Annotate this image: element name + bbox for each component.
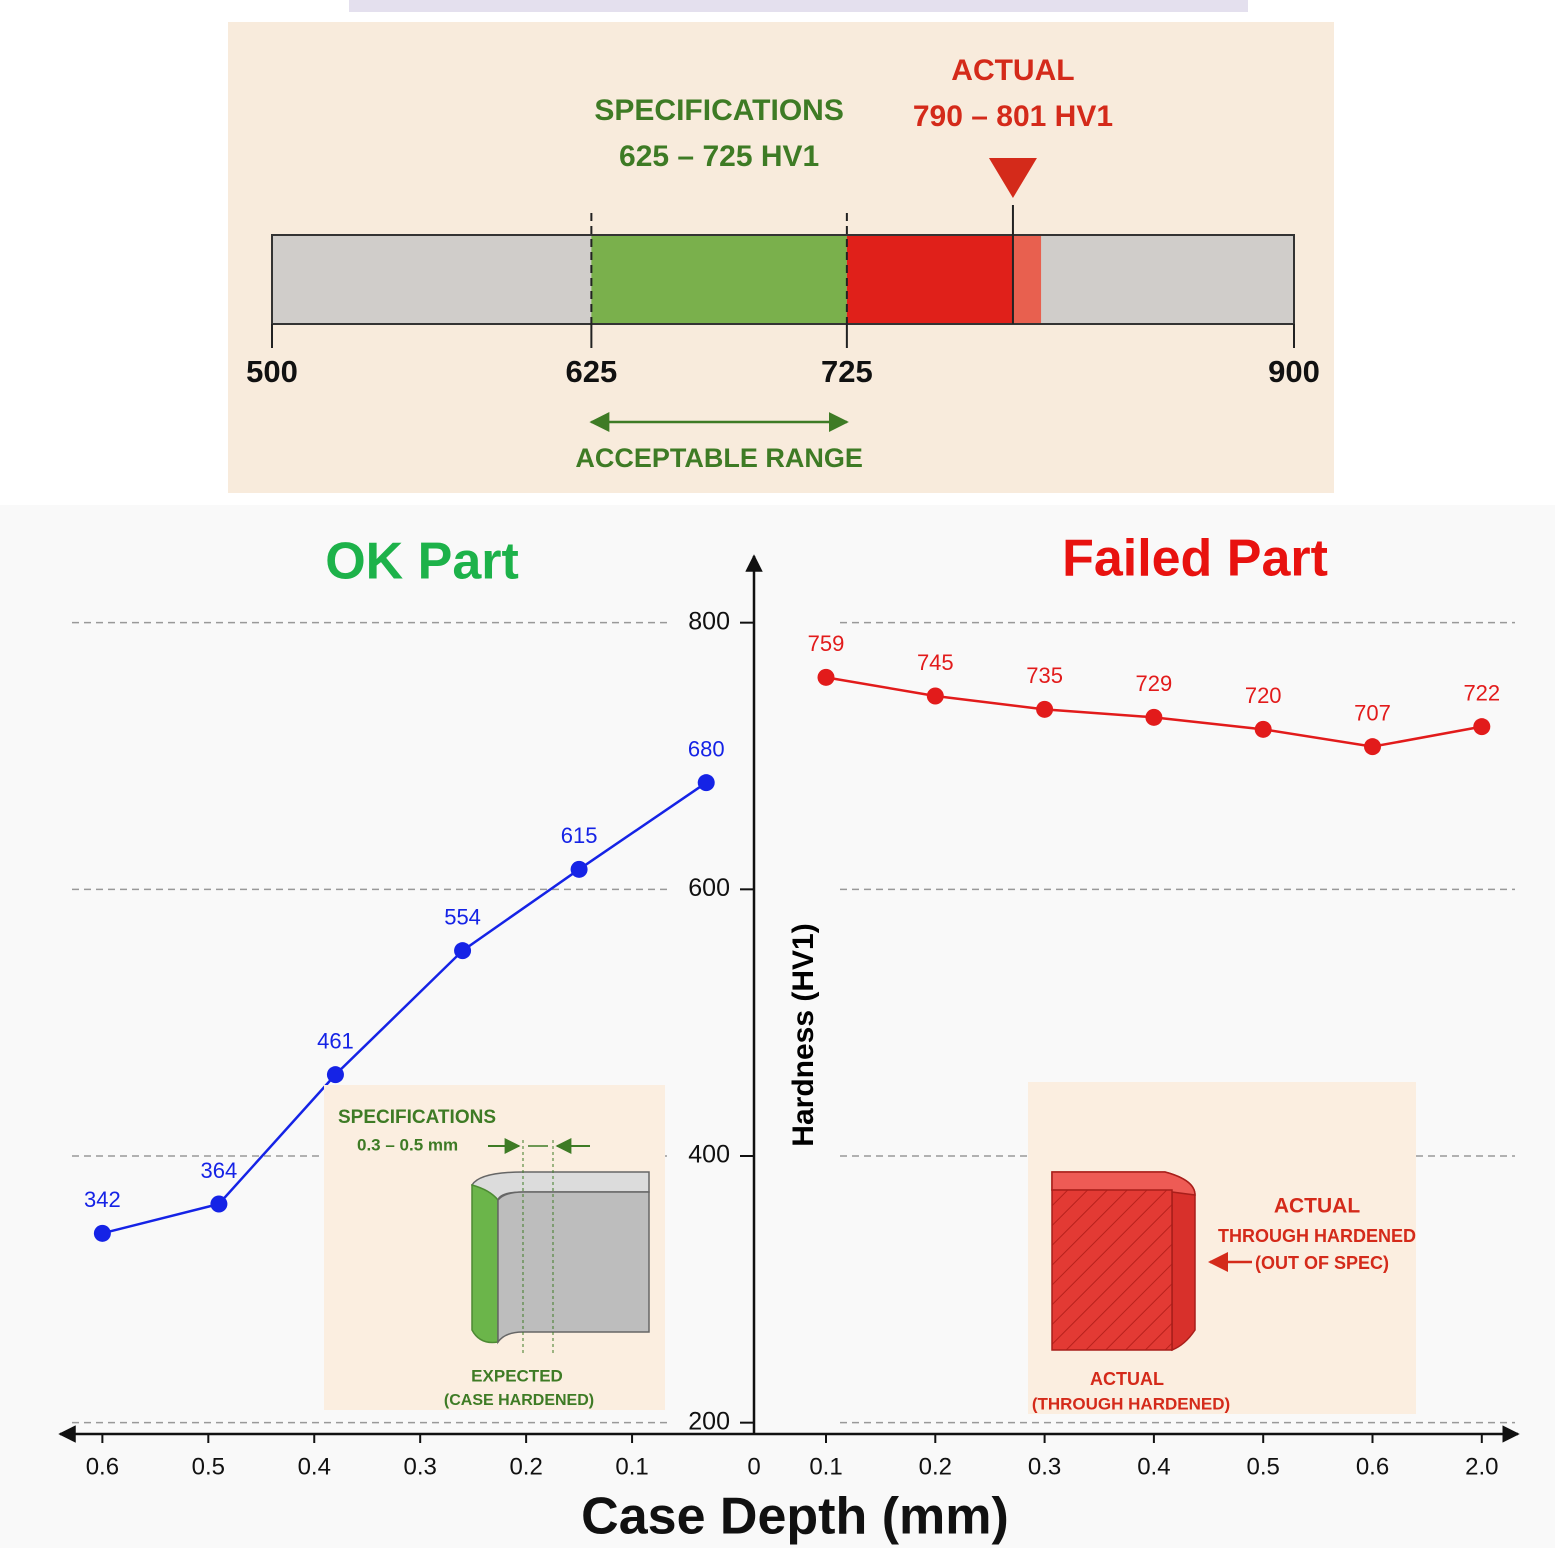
x-tick-label: 0.5 bbox=[192, 1453, 225, 1480]
data-point bbox=[454, 942, 472, 960]
inset-caption: EXPECTED bbox=[471, 1366, 563, 1385]
x-tick-label: 0.6 bbox=[1356, 1453, 1389, 1480]
case-layer bbox=[471, 1184, 499, 1344]
actual-band bbox=[1012, 235, 1042, 324]
inset-caption: (CASE HARDENED) bbox=[444, 1392, 594, 1409]
actual-label: 790 – 801 HV1 bbox=[913, 100, 1113, 133]
y-tick-label: 800 bbox=[688, 607, 730, 635]
inset-caption: ACTUAL bbox=[1090, 1369, 1164, 1389]
inset-title: SPECIFICATIONS bbox=[338, 1107, 496, 1128]
data-point bbox=[1473, 718, 1491, 736]
x-tick-label: 900 bbox=[1268, 354, 1320, 389]
spec-label: 625 – 725 HV1 bbox=[619, 140, 819, 173]
chart-title: Failed Part bbox=[1062, 530, 1328, 588]
x-tick-label: 0.1 bbox=[615, 1453, 648, 1480]
data-point bbox=[1254, 720, 1272, 738]
data-label: 364 bbox=[201, 1158, 238, 1183]
data-label: 707 bbox=[1354, 700, 1391, 725]
data-point bbox=[697, 774, 715, 792]
y-tick-label: 200 bbox=[688, 1407, 730, 1435]
inset-spec: 0.3 – 0.5 mm bbox=[357, 1135, 458, 1154]
x-tick-label: 0 bbox=[747, 1453, 760, 1480]
y-tick-label: 600 bbox=[688, 874, 730, 902]
inset-caption: THROUGH HARDENED bbox=[1218, 1226, 1416, 1246]
x-tick-label: 0.4 bbox=[298, 1453, 331, 1480]
data-label: 735 bbox=[1026, 663, 1063, 688]
x-tick-label: 0.2 bbox=[509, 1453, 542, 1480]
y-tick-label: 400 bbox=[688, 1141, 730, 1169]
data-label: 722 bbox=[1463, 680, 1500, 705]
data-point bbox=[210, 1195, 228, 1213]
actual-marker bbox=[988, 158, 1037, 198]
x-tick-label: 0.3 bbox=[404, 1453, 437, 1480]
part-core bbox=[497, 1191, 650, 1345]
data-label: 745 bbox=[917, 650, 954, 675]
data-label: 720 bbox=[1245, 683, 1282, 708]
x-tick-label: 0.3 bbox=[1028, 1453, 1061, 1480]
x-tick-label: 0.6 bbox=[86, 1453, 119, 1480]
data-label: 342 bbox=[84, 1187, 121, 1212]
data-point bbox=[93, 1224, 111, 1242]
data-point bbox=[926, 687, 944, 705]
data-label: 615 bbox=[561, 823, 598, 848]
x-tick-label: 625 bbox=[566, 354, 618, 389]
x-tick-label: 0.5 bbox=[1247, 1453, 1280, 1480]
data-label: 729 bbox=[1136, 671, 1173, 696]
data-point bbox=[1036, 700, 1054, 718]
chart-title: OK Part bbox=[325, 533, 519, 591]
inset-caption: (THROUGH HARDENED) bbox=[1032, 1394, 1230, 1413]
data-point bbox=[1145, 708, 1163, 726]
data-label: 680 bbox=[688, 736, 725, 761]
spec-label: SPECIFICATIONS bbox=[594, 94, 843, 127]
over-band bbox=[846, 235, 1013, 324]
actual-label: ACTUAL bbox=[951, 54, 1074, 87]
inset-case-hardened: SPECIFICATIONS 0.3 – 0.5 mm EXPECTED (CA… bbox=[324, 1085, 665, 1410]
part-front bbox=[1051, 1189, 1173, 1351]
data-line bbox=[102, 781, 707, 1235]
data-point bbox=[817, 668, 835, 686]
data-label: 461 bbox=[317, 1028, 354, 1053]
inset-caption: (OUT OF SPEC) bbox=[1255, 1253, 1389, 1273]
inset-through-hardened: ACTUAL THROUGH HARDENED (OUT OF SPEC) AC… bbox=[1028, 1082, 1416, 1414]
x-tick-label: 0.2 bbox=[919, 1453, 952, 1480]
x-tick-label: 500 bbox=[246, 354, 298, 389]
x-tick-label: 2.0 bbox=[1465, 1453, 1498, 1480]
range-label: ACCEPTABLE RANGE bbox=[575, 443, 863, 473]
data-label: 759 bbox=[808, 631, 845, 656]
y-axis-label: Hardness (HV1) bbox=[787, 923, 820, 1146]
data-label: 554 bbox=[444, 904, 481, 929]
bar-outline bbox=[271, 234, 1295, 325]
inset-title: ACTUAL bbox=[1274, 1195, 1360, 1218]
x-tick-label: 0.1 bbox=[809, 1453, 842, 1480]
data-point bbox=[1364, 738, 1381, 756]
header-strip bbox=[349, 0, 1248, 12]
data-point bbox=[326, 1066, 344, 1084]
spec-band bbox=[591, 235, 847, 324]
x-axis-label: Case Depth (mm) bbox=[581, 1488, 1009, 1546]
x-tick-label: 0.4 bbox=[1137, 1453, 1170, 1480]
data-point bbox=[570, 860, 588, 878]
x-tick-label: 725 bbox=[821, 354, 873, 389]
